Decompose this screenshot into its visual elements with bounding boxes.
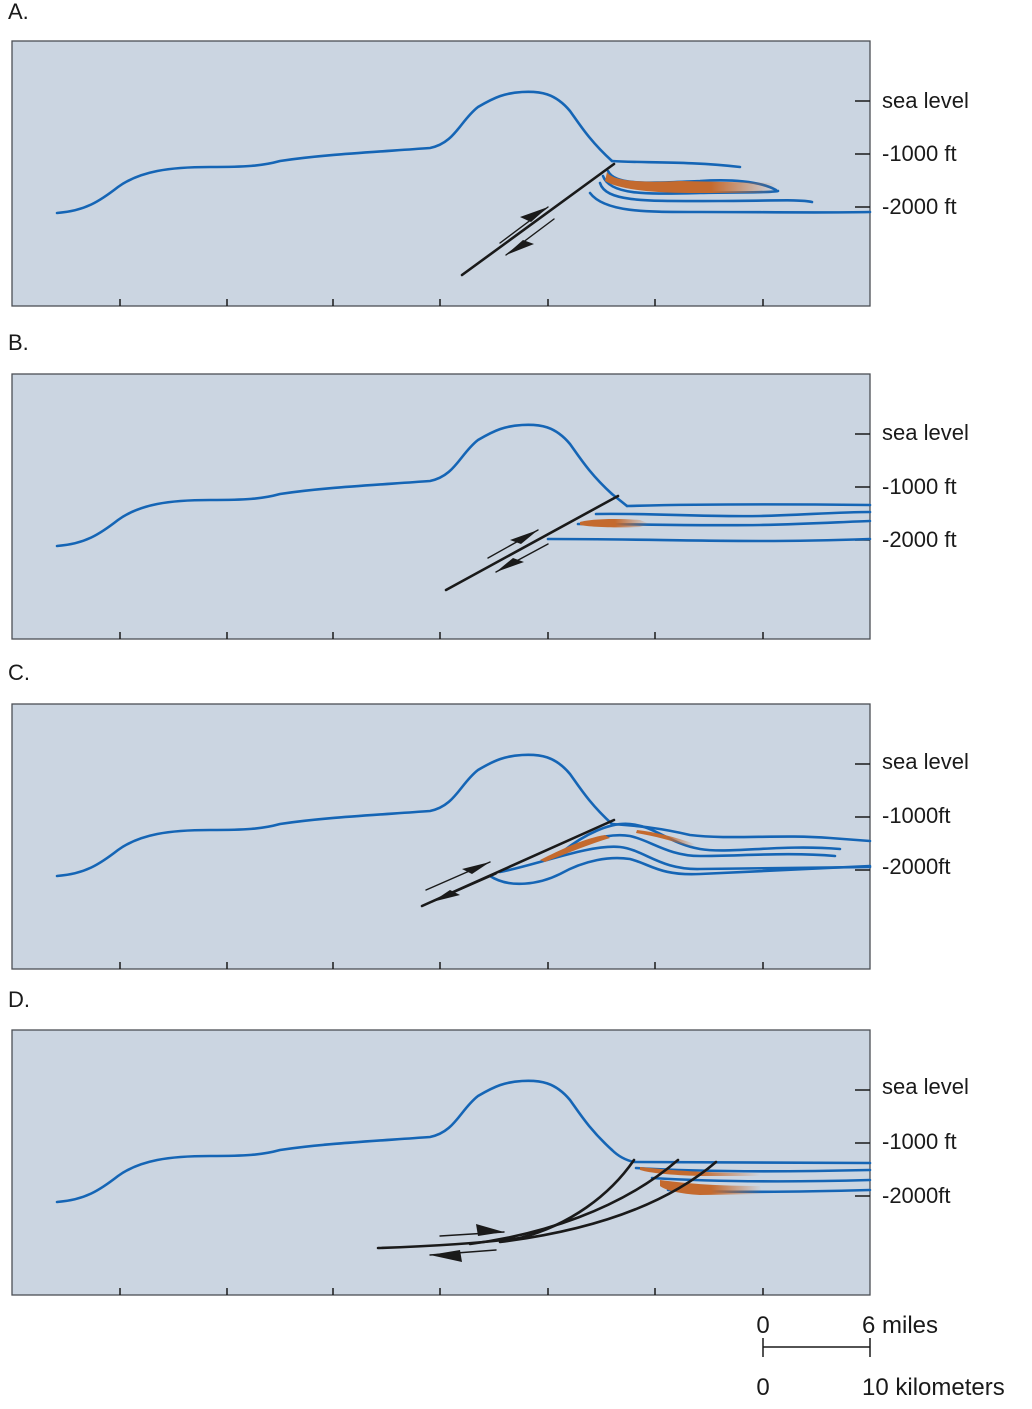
arrow-icon (520, 207, 548, 222)
depth-label-sea-level: sea level (882, 1074, 969, 1099)
oil-deposit (636, 830, 695, 847)
oil-deposit (540, 835, 610, 862)
panel-d: D. sea level -1000 ft -2000ft (8, 987, 969, 1297)
depth-label-2000: -2000ft (882, 1183, 951, 1208)
arrow-icon (506, 240, 534, 255)
scale-bottom-zero: 0 (756, 1374, 769, 1401)
oil-deposit (605, 172, 776, 193)
panel-c: C. sea level -1000ft -2000ft (8, 660, 969, 971)
panel-letter: A. (8, 0, 29, 24)
scale-top-value: 6 miles (862, 1312, 938, 1339)
oil-deposit (580, 518, 650, 528)
panel-letter: B. (8, 330, 29, 355)
thrust-fault (498, 1160, 718, 1244)
thrust-fault (444, 494, 620, 592)
depth-label-1000: -1000 ft (882, 474, 957, 499)
arrow-icon (432, 890, 460, 902)
depth-label-1000: -1000 ft (882, 1129, 957, 1154)
arrow-icon (476, 1224, 504, 1236)
scale-bottom-value: 10 kilometers (862, 1374, 1005, 1401)
panel-a: A. sea level -1000 ft -2000 ft (8, 0, 969, 308)
depth-label-1000: -1000 ft (882, 141, 957, 166)
depth-label-2000: -2000 ft (882, 194, 957, 219)
oil-deposit (640, 1167, 760, 1176)
panel-letter: D. (8, 987, 30, 1012)
panel-letter: C. (8, 660, 30, 685)
arrow-icon (430, 1250, 462, 1262)
depth-label-sea-level: sea level (882, 88, 969, 113)
panel-b: B. sea level -1000 ft -2000 ft (8, 330, 969, 641)
arrow-icon (496, 558, 524, 572)
thrust-fault (468, 1158, 680, 1246)
depth-label-2000: -2000 ft (882, 527, 957, 552)
depth-label-1000: -1000ft (882, 803, 951, 828)
arrow-icon (462, 862, 490, 874)
depth-label-sea-level: sea level (882, 749, 969, 774)
depth-label-2000: -2000ft (882, 854, 951, 879)
thrust-fault (460, 162, 616, 277)
arrow-icon (510, 530, 538, 544)
depth-label-sea-level: sea level (882, 420, 969, 445)
scale-top-zero: 0 (756, 1312, 769, 1339)
scale-bar: 0 6 miles 0 10 kilometers (756, 1312, 1004, 1401)
